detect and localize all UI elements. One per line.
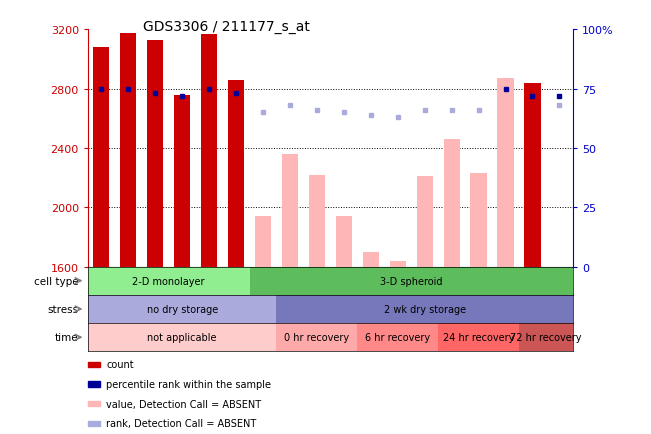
Bar bbox=[277, 323, 357, 352]
Bar bbox=[93, 48, 109, 267]
Bar bbox=[277, 295, 573, 323]
Bar bbox=[88, 323, 277, 352]
Bar bbox=[390, 261, 406, 267]
Text: cell type: cell type bbox=[34, 276, 78, 286]
Text: no dry storage: no dry storage bbox=[146, 304, 218, 314]
Bar bbox=[282, 155, 298, 267]
Bar bbox=[363, 252, 379, 267]
Text: percentile rank within the sample: percentile rank within the sample bbox=[106, 379, 271, 389]
Bar bbox=[201, 35, 217, 267]
Bar bbox=[88, 295, 277, 323]
Text: time: time bbox=[55, 332, 78, 342]
Text: 24 hr recovery: 24 hr recovery bbox=[443, 332, 514, 342]
Text: 72 hr recovery: 72 hr recovery bbox=[510, 332, 582, 342]
Bar bbox=[438, 323, 519, 352]
Bar bbox=[88, 267, 249, 295]
Text: 2 wk dry storage: 2 wk dry storage bbox=[383, 304, 465, 314]
Text: stress: stress bbox=[47, 304, 78, 314]
Bar bbox=[357, 323, 438, 352]
Bar bbox=[147, 41, 163, 267]
Text: 3-D spheroid: 3-D spheroid bbox=[380, 276, 443, 286]
Text: 6 hr recovery: 6 hr recovery bbox=[365, 332, 430, 342]
Bar bbox=[443, 140, 460, 267]
Text: value, Detection Call = ABSENT: value, Detection Call = ABSENT bbox=[106, 399, 261, 408]
Text: 2-D monolayer: 2-D monolayer bbox=[132, 276, 205, 286]
Bar bbox=[497, 79, 514, 267]
Text: GDS3306 / 211177_s_at: GDS3306 / 211177_s_at bbox=[143, 20, 310, 33]
Bar bbox=[519, 323, 573, 352]
Bar bbox=[228, 81, 244, 267]
Bar bbox=[471, 174, 487, 267]
Bar bbox=[336, 217, 352, 267]
Bar bbox=[120, 34, 137, 267]
Bar bbox=[174, 95, 190, 267]
Bar bbox=[255, 217, 271, 267]
Text: count: count bbox=[106, 360, 133, 369]
Text: rank, Detection Call = ABSENT: rank, Detection Call = ABSENT bbox=[106, 418, 256, 428]
Bar bbox=[309, 175, 325, 267]
Bar bbox=[525, 84, 540, 267]
Bar bbox=[249, 267, 573, 295]
Bar bbox=[417, 177, 433, 267]
Text: 0 hr recovery: 0 hr recovery bbox=[284, 332, 350, 342]
Text: not applicable: not applicable bbox=[147, 332, 217, 342]
